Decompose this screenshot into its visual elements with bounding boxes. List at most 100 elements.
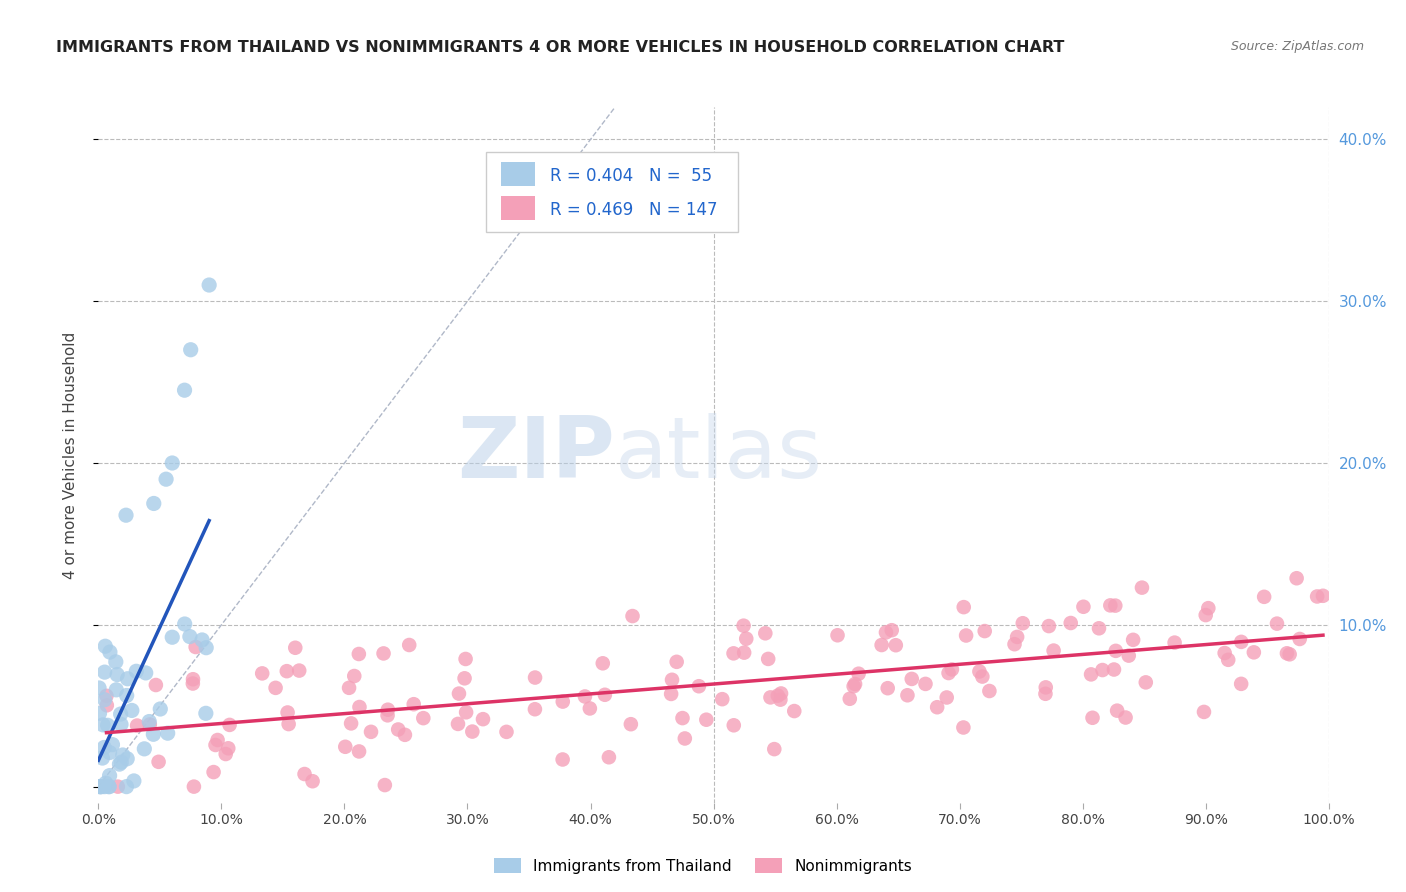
Point xyxy=(1005,630,1028,644)
Point xyxy=(115,752,138,766)
Point xyxy=(340,716,363,731)
Point xyxy=(110,707,132,722)
Point xyxy=(89,780,111,794)
Point xyxy=(179,630,201,644)
Point xyxy=(195,640,218,655)
Point xyxy=(301,774,323,789)
Point xyxy=(472,712,495,726)
Point xyxy=(96,689,118,703)
Point xyxy=(98,746,121,760)
Point xyxy=(447,717,470,731)
Point xyxy=(1306,590,1329,604)
Point xyxy=(1081,711,1104,725)
Point xyxy=(759,690,782,705)
Point xyxy=(1122,632,1144,647)
Point xyxy=(769,692,792,706)
Point xyxy=(90,780,112,794)
Point xyxy=(1118,648,1140,663)
Point xyxy=(180,343,202,357)
Point xyxy=(115,508,138,523)
Point xyxy=(1130,581,1153,595)
Point xyxy=(373,647,395,661)
Point xyxy=(204,738,226,752)
Point xyxy=(122,773,145,788)
Point xyxy=(135,665,157,680)
Point xyxy=(1312,589,1334,603)
Point xyxy=(453,671,475,685)
Point xyxy=(276,664,298,678)
Point xyxy=(766,689,789,703)
Point xyxy=(97,718,120,732)
Text: atlas: atlas xyxy=(616,413,823,497)
Point xyxy=(1230,635,1253,649)
Point xyxy=(1253,590,1275,604)
Point xyxy=(876,681,898,696)
Point xyxy=(952,721,974,735)
Point xyxy=(979,684,1001,698)
Point xyxy=(127,718,149,732)
Point xyxy=(93,780,115,794)
Point xyxy=(733,646,755,660)
Point xyxy=(763,742,786,756)
Point xyxy=(1163,635,1185,649)
Point xyxy=(1115,710,1137,724)
Point xyxy=(207,733,229,747)
Point xyxy=(145,678,167,692)
Point xyxy=(337,681,360,695)
Y-axis label: 4 or more Vehicles in Household: 4 or more Vehicles in Household xyxy=(63,331,77,579)
Text: R = 0.469   N = 147: R = 0.469 N = 147 xyxy=(550,201,717,219)
Point xyxy=(495,724,517,739)
Text: ZIP: ZIP xyxy=(457,413,616,497)
Point xyxy=(621,609,644,624)
Point xyxy=(952,600,974,615)
Point xyxy=(335,739,357,754)
Point xyxy=(374,778,396,792)
Point xyxy=(461,724,484,739)
Point xyxy=(107,780,129,794)
Point xyxy=(387,723,409,737)
Text: R = 0.404   N =  55: R = 0.404 N = 55 xyxy=(550,167,711,185)
Text: Source: ZipAtlas.com: Source: ZipAtlas.com xyxy=(1230,40,1364,54)
Point xyxy=(121,703,143,717)
Point xyxy=(162,456,183,470)
Point xyxy=(89,780,111,794)
Point xyxy=(579,701,602,715)
Point xyxy=(377,708,399,723)
Point xyxy=(598,750,620,764)
Point xyxy=(884,638,907,652)
Point xyxy=(87,681,110,695)
Point xyxy=(125,665,148,679)
Point xyxy=(770,686,793,700)
Point xyxy=(955,628,977,642)
Point xyxy=(938,666,960,681)
Point xyxy=(711,692,734,706)
Point xyxy=(93,692,115,706)
Point xyxy=(277,717,299,731)
Point xyxy=(1192,705,1215,719)
Point xyxy=(277,706,299,720)
Point xyxy=(914,677,936,691)
Point xyxy=(842,679,865,693)
Point xyxy=(1102,663,1125,677)
Point xyxy=(162,630,184,644)
Point xyxy=(93,665,115,680)
Point xyxy=(181,672,204,686)
Point xyxy=(377,703,399,717)
Point xyxy=(1107,704,1129,718)
Point xyxy=(551,752,574,766)
Point xyxy=(695,713,717,727)
Point xyxy=(848,666,870,681)
Point xyxy=(173,617,195,632)
Point xyxy=(294,767,316,781)
Point xyxy=(398,638,420,652)
Point xyxy=(104,655,127,669)
Point xyxy=(191,632,214,647)
Point xyxy=(394,728,416,742)
Point xyxy=(149,702,172,716)
Point xyxy=(184,640,207,654)
Point xyxy=(218,718,240,732)
Text: IMMIGRANTS FROM THAILAND VS NONIMMIGRANTS 4 OR MORE VEHICLES IN HOUSEHOLD CORREL: IMMIGRANTS FROM THAILAND VS NONIMMIGRANT… xyxy=(56,40,1064,55)
Point xyxy=(592,657,614,671)
Point xyxy=(620,717,643,731)
Point xyxy=(98,780,121,794)
